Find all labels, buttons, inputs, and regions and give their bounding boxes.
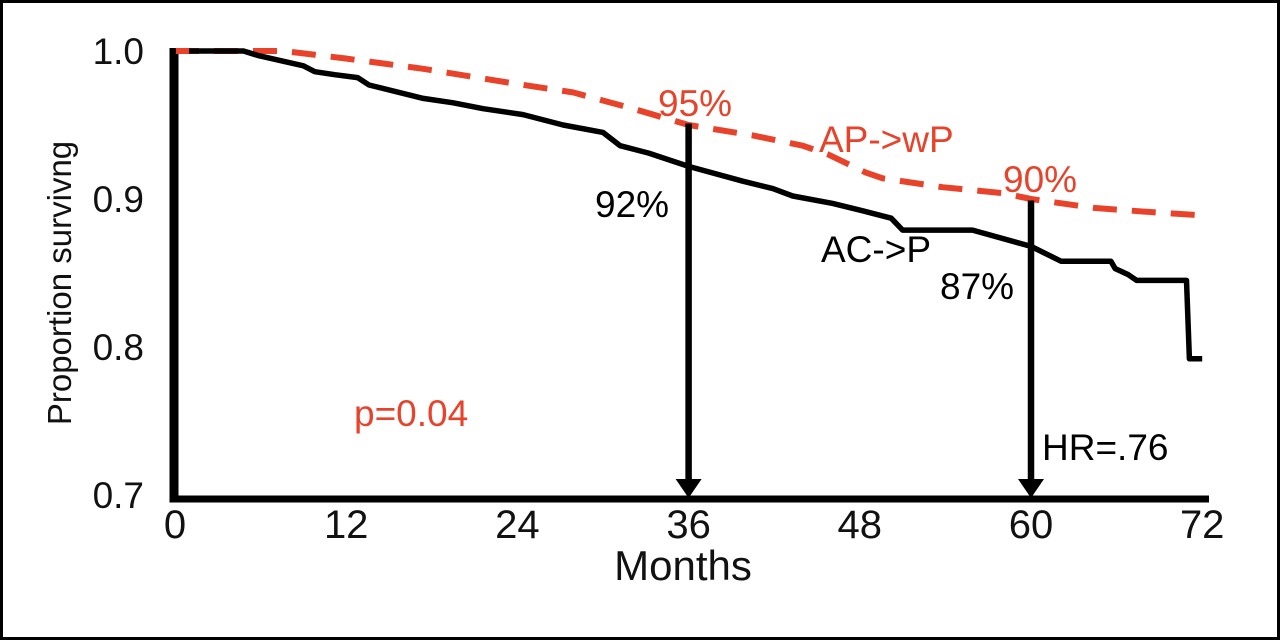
x-tick-label-72: 72 <box>1179 503 1225 547</box>
arrow-head-60mo <box>1018 479 1045 498</box>
x-tick-label-12: 12 <box>323 503 369 547</box>
series-label-ap-wp: AP->wP <box>819 119 954 160</box>
series-label-ac-p: AC->P <box>821 229 932 270</box>
x-tick-label-36: 36 <box>666 503 711 547</box>
y-tick-label-1.0: 1.0 <box>92 31 144 72</box>
annotation-ac-survival-60mo: 87% <box>940 266 1015 307</box>
y-axis-title: Proportion survivng <box>41 140 78 426</box>
arrow-head-36mo <box>675 479 702 498</box>
curve-ap-wp <box>175 48 1203 219</box>
x-tick-label-60: 60 <box>1008 503 1054 547</box>
annotation-ac-survival-36mo: 92% <box>595 184 670 225</box>
p-value-annotation: p=0.04 <box>354 393 469 434</box>
x-tick-label-24: 24 <box>495 503 540 547</box>
x-axis-title: Months <box>614 542 752 589</box>
x-tick-label-0: 0 <box>163 503 187 547</box>
y-tick-label-0.9: 0.9 <box>92 179 144 220</box>
hazard-ratio-annotation: HR=.76 <box>1042 427 1169 468</box>
annotation-ap-survival-36mo: 95% <box>658 83 733 124</box>
annotation-ap-survival-60mo: 90% <box>1003 159 1078 200</box>
chart-canvas <box>169 48 1209 503</box>
y-tick-label-0.8: 0.8 <box>92 327 144 368</box>
y-tick-label-0.7: 0.7 <box>92 475 144 516</box>
x-tick-label-48: 48 <box>837 503 883 547</box>
curve-ac-p <box>175 48 1203 362</box>
